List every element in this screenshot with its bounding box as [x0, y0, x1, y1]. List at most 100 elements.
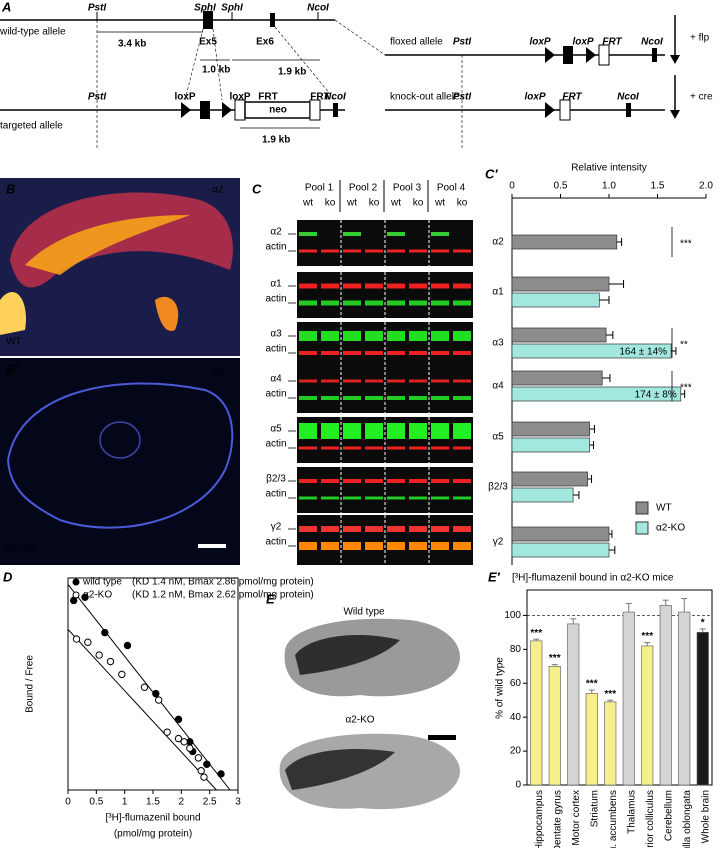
y-axis-label: Bound / Free [25, 655, 36, 713]
band [321, 396, 339, 400]
legend-marker [72, 578, 80, 586]
band [365, 479, 383, 483]
band [431, 283, 449, 289]
site-label: loxP [174, 92, 195, 103]
step-label: + cre [690, 92, 713, 103]
exon [563, 46, 573, 64]
lane-label: ko [413, 198, 424, 209]
band [299, 479, 317, 483]
band [431, 423, 449, 439]
lane-label: wt [346, 198, 357, 209]
data-point [217, 770, 225, 778]
y-tick-label: 0 [515, 780, 521, 791]
frt-box [309, 99, 321, 121]
y-tick-label: 80 [510, 644, 522, 655]
band [321, 300, 339, 306]
plot-frame [67, 577, 239, 791]
x-axis-label: (pmol/mg protein) [114, 829, 192, 840]
legend-label: WT [656, 503, 672, 514]
site-label: NcoI [641, 37, 663, 48]
x-tick-label: 2 [179, 797, 185, 808]
band [409, 331, 427, 341]
control-label: actin [265, 242, 286, 253]
band [299, 283, 317, 289]
panel-label: C [252, 181, 262, 196]
fit-line [67, 629, 217, 791]
significance-label: *** [549, 653, 561, 664]
band [409, 396, 427, 400]
band [343, 351, 361, 355]
scale-bar [428, 735, 456, 740]
band [321, 496, 339, 500]
band [431, 526, 449, 532]
band [321, 379, 339, 383]
bar [548, 666, 561, 786]
x-tick-label: 0 [65, 797, 71, 808]
value-label: 174 ± 8% [635, 390, 677, 401]
brain-outline [6, 382, 234, 529]
bar [585, 693, 598, 786]
band [409, 496, 427, 500]
pool-label: Pool 4 [437, 183, 466, 194]
band [365, 300, 383, 306]
x-tick-label: 3 [235, 797, 241, 808]
band [321, 423, 339, 439]
plot-frame [526, 589, 713, 786]
band [299, 396, 317, 400]
site-label: PstI [88, 3, 107, 14]
lane-label: ko [325, 198, 336, 209]
band [409, 249, 427, 253]
image-title: Wild type [343, 607, 385, 618]
bar [511, 421, 590, 437]
scale-bar [198, 544, 226, 548]
legend-label: α2-KO [83, 590, 112, 601]
pool-label: Pool 3 [393, 183, 422, 194]
band [453, 283, 471, 289]
bar [641, 645, 654, 786]
site-label: NcoI [324, 92, 346, 103]
band [365, 526, 383, 532]
band [453, 396, 471, 400]
band [387, 496, 405, 500]
band [299, 232, 317, 236]
band [365, 283, 383, 289]
band [321, 331, 339, 341]
y-tick-label: 100 [504, 610, 521, 621]
band [387, 446, 405, 450]
loxp-triangle [545, 102, 555, 118]
control-label: actin [265, 294, 286, 305]
chart-title: Relative intensity [571, 163, 647, 174]
data-point [180, 738, 188, 746]
lane-label: ko [457, 198, 468, 209]
band [365, 446, 383, 450]
band [299, 300, 317, 306]
legend-label: wild type [82, 577, 122, 588]
arrow-head [670, 110, 680, 119]
control-label: actin [265, 344, 286, 355]
lane-label: wt [302, 198, 313, 209]
x-tick-label: 1.0 [602, 181, 616, 192]
significance-label: * [701, 618, 705, 629]
band [365, 423, 383, 439]
band [321, 283, 339, 289]
exon-label: Ex5 [199, 37, 217, 48]
step-label: + flp [690, 33, 710, 44]
band [321, 446, 339, 450]
subunit-label: γ2 [271, 522, 282, 533]
band [387, 331, 405, 341]
data-point [174, 715, 183, 724]
x-tick-label: Hippocampus [534, 790, 545, 848]
legend-swatch [635, 521, 649, 535]
legend-note: (KD 1.2 nM, Bmax 2.62 pmol/mg protein) [132, 590, 314, 601]
band [365, 331, 383, 341]
data-point [152, 689, 160, 698]
bar [511, 370, 603, 386]
subunit-label: α2 [270, 227, 282, 238]
allele-name: wild-type allele [0, 27, 66, 38]
band [453, 300, 471, 306]
exon [626, 103, 631, 117]
site-label: SphI [221, 3, 243, 14]
band [299, 423, 317, 439]
band [453, 351, 471, 355]
bar [530, 640, 543, 786]
